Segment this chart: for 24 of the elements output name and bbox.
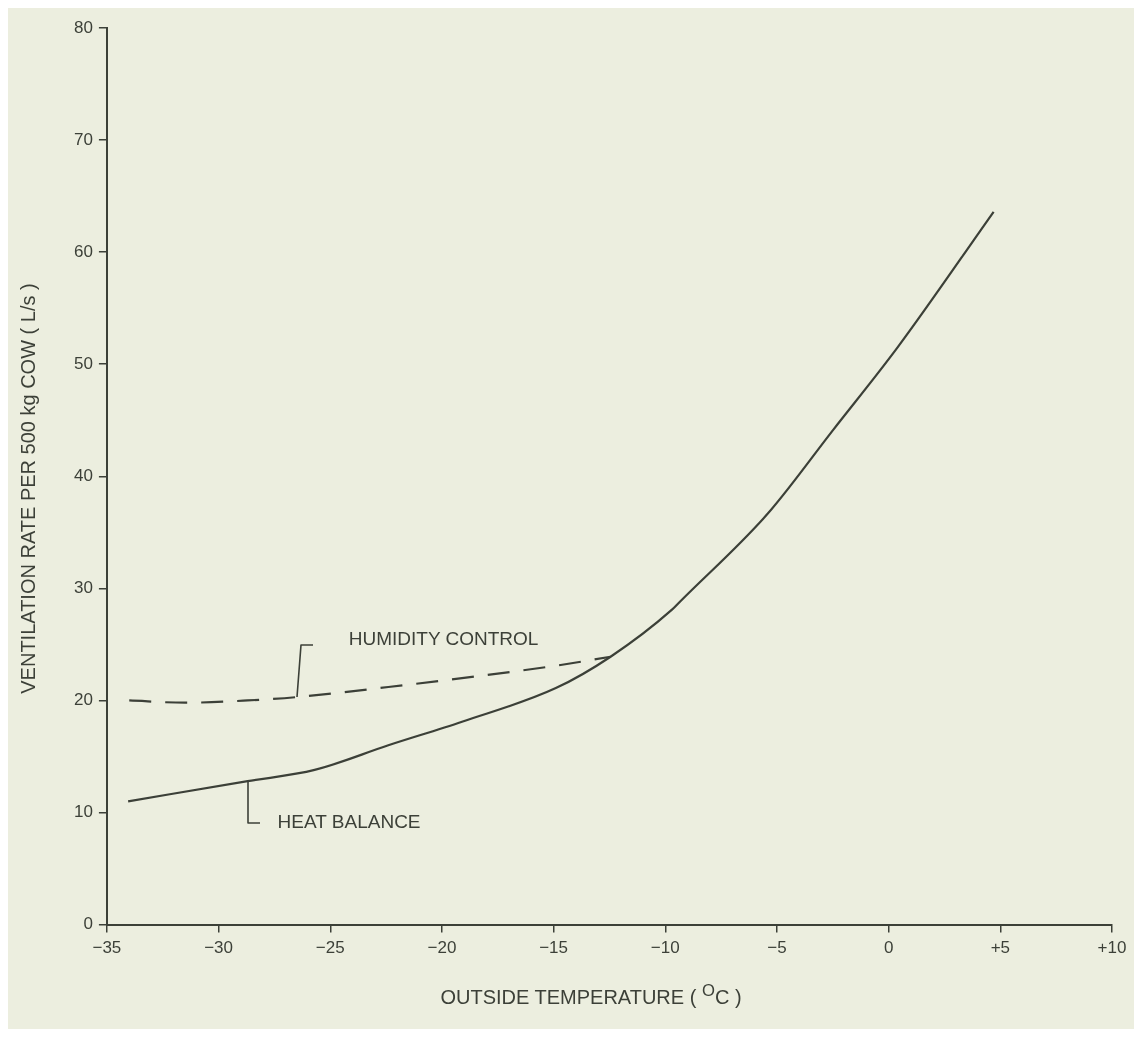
line-series	[127, 210, 995, 803]
x-tick-label: 0	[883, 938, 894, 958]
y-tick-label: 10	[73, 802, 93, 822]
x-tick-label: −10	[650, 938, 680, 958]
x-tick-label: −20	[427, 938, 457, 958]
y-tick-label: 70	[73, 129, 93, 149]
y-axis-title: VENTILATION RATE PER 500 kg COW ( L/s )	[16, 283, 40, 694]
y-tick-label: 20	[73, 690, 93, 710]
x-tick-label: +10	[1097, 938, 1127, 958]
y-tick-label: 30	[73, 578, 93, 598]
x-axis-title: OUTSIDE TEMPERATURE ( $^{O}$C )	[439, 981, 743, 1009]
x-tick-label: −15	[539, 938, 569, 958]
x-tick-label: −5	[767, 938, 787, 958]
y-tick-label: 50	[73, 353, 93, 373]
x-tick-label: −35	[92, 938, 122, 958]
x-tick-label: +5	[990, 938, 1011, 958]
x-tick-label: −25	[315, 938, 345, 958]
y-tick-label: 40	[73, 465, 93, 485]
series-label: HEAT BALANCE	[277, 811, 421, 833]
x-tick-label: −30	[204, 938, 234, 958]
series-label: HUMIDITY CONTROL	[348, 628, 539, 650]
y-tick-label: 80	[73, 17, 93, 37]
y-tick-label: 60	[73, 241, 93, 261]
y-tick-label: 0	[83, 914, 93, 934]
